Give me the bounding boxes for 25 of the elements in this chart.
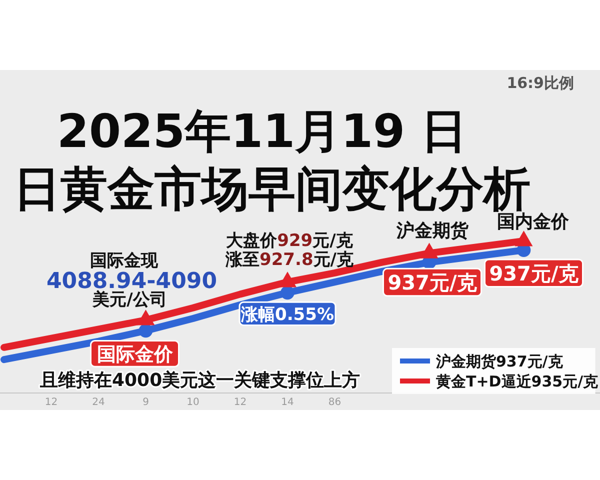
annotation: 国际金现 [90,251,159,272]
annotation: 且维持在4000美元这一关键支撑位上方 [39,370,360,391]
legend-label: 沪金期货937元/克 [435,352,564,370]
annotation: 国际金价 [96,344,174,366]
point [138,324,153,338]
point [278,272,296,288]
annotation: 937元/克 [489,261,578,286]
x-tick-label: 14 [281,397,294,408]
annotation: 沪金期货 [395,220,470,242]
annotation: 涨至927.8元/克 [224,250,354,270]
x-tick-label: 24 [92,397,105,408]
annotation: 大盘价929元/克 [226,231,354,252]
point [514,230,533,246]
x-tick-label: 86 [328,397,342,408]
x-tick-label: 12 [44,397,58,408]
point [420,242,438,258]
annotation: 涨幅0.55% [240,304,334,325]
legend-label: 黄金T+D逼近935元/克 [435,372,600,390]
text: 16:9比例 [506,74,574,92]
x-tick-label: 12 [234,397,247,408]
x-tick-label: 10 [186,397,200,408]
x-tick-label: 9 [142,397,149,408]
point [280,286,294,300]
annotation: 937元/克 [388,270,477,294]
chart-title: 2025年11月19 日 [56,104,468,158]
